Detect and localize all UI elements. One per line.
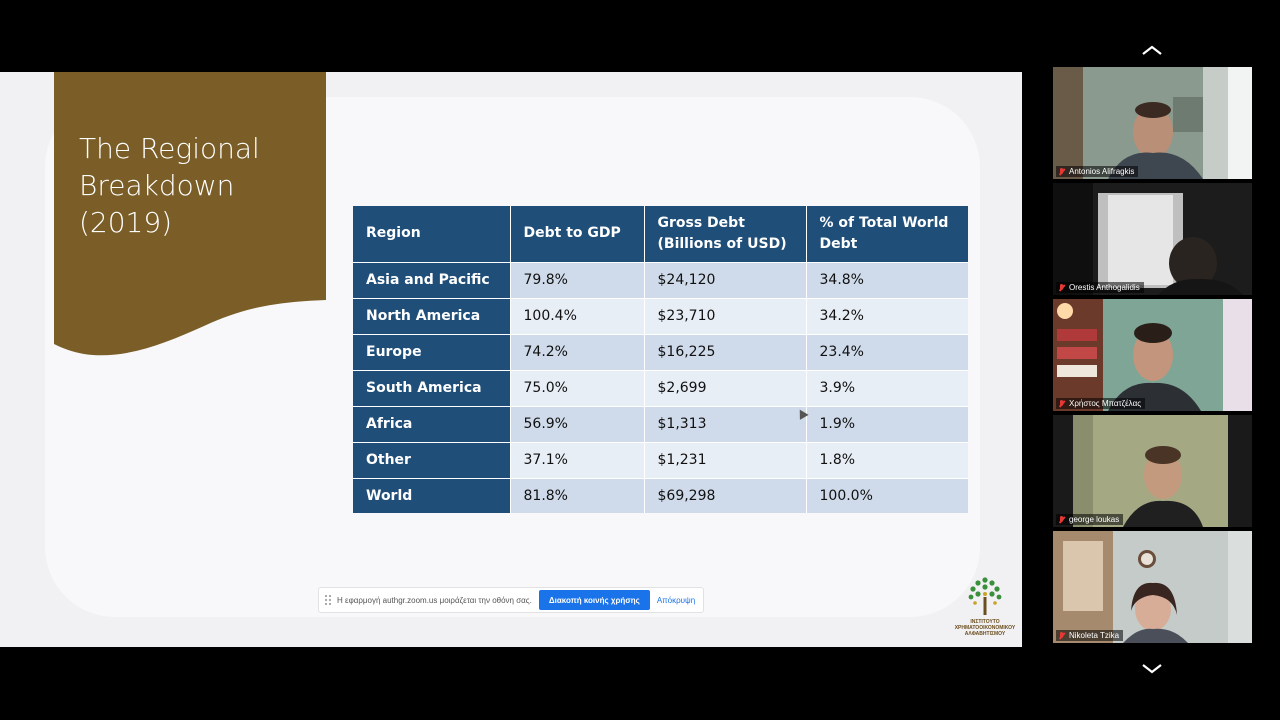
cell-region: Other: [353, 441, 511, 478]
cell-gross-debt: $24,120: [644, 261, 807, 298]
participant-name-tag: Antonios Alifragkis: [1056, 166, 1139, 177]
cell-debt-to-gdp: 74.2%: [510, 333, 645, 370]
participant-name: Orestis Anthogalidis: [1069, 283, 1140, 292]
table-row-total: World 81.8% $69,298 100.0%: [353, 477, 968, 513]
cell-debt-to-gdp: 100.4%: [510, 297, 645, 334]
share-message: Η εφαρμογή authgr.zoom.us μοιράζεται την…: [337, 595, 532, 605]
video-feed: [1053, 299, 1252, 411]
cell-region: North America: [353, 297, 511, 334]
chevron-up-icon[interactable]: [1140, 43, 1164, 57]
cell-gross-debt: $16,225: [644, 333, 807, 370]
video-feed: [1053, 67, 1252, 179]
mic-muted-icon: [1058, 399, 1065, 408]
participant-video-tile[interactable]: george loukas: [1053, 415, 1252, 527]
participant-video-tile[interactable]: Antonios Alifragkis: [1053, 67, 1252, 179]
slide-title: The Regional Breakdown (2019): [79, 132, 260, 239]
table-row: Other 37.1% $1,231 1.8%: [353, 441, 968, 478]
header-pct-world: % of Total World Debt: [806, 206, 968, 262]
participant-name-tag: george loukas: [1056, 514, 1124, 525]
header-region: Region: [353, 206, 511, 262]
participant-video-tile[interactable]: Orestis Anthogalidis: [1053, 183, 1252, 295]
cell-region: World: [353, 477, 511, 513]
stop-sharing-button[interactable]: Διακοπή κοινής χρήσης: [538, 590, 650, 610]
cell-debt-to-gdp: 81.8%: [510, 477, 645, 513]
cell-gross-debt: $1,231: [644, 441, 807, 478]
screen-share-notification-bar: Η εφαρμογή authgr.zoom.us μοιράζεται την…: [318, 587, 704, 613]
cell-debt-to-gdp: 37.1%: [510, 441, 645, 478]
participant-video-tile[interactable]: Nikoleta Tzika: [1053, 531, 1252, 643]
participant-name: george loukas: [1069, 515, 1120, 524]
cell-region: Europe: [353, 333, 511, 370]
video-feed: [1053, 531, 1252, 643]
drag-grip-icon[interactable]: [325, 595, 331, 605]
institute-logo: ΙΝΣΤΙΤΟΥΤΟ ΧΡΗΜΑΤΟΟΙΚΟΝΟΜΙΚΟΥ ΑΛΦΑΒΗΤΙΣΜ…: [953, 575, 1017, 643]
table-row: Africa 56.9% $1,313 1.9%: [353, 405, 968, 442]
cell-debt-to-gdp: 75.0%: [510, 369, 645, 406]
cell-gross-debt: $2,699: [644, 369, 807, 406]
header-debt-to-gdp: Debt to GDP: [510, 206, 645, 262]
video-feed: [1053, 183, 1252, 295]
cell-region: Africa: [353, 405, 511, 442]
cell-pct-world: 1.9%: [806, 405, 968, 442]
cell-pct-world: 3.9%: [806, 369, 968, 406]
cell-pct-world: 34.2%: [806, 297, 968, 334]
regional-debt-table: Region Debt to GDP Gross Debt (Billions …: [353, 206, 968, 513]
participant-video-tile[interactable]: Χρήστος Μπατζέλας: [1053, 299, 1252, 411]
table-row: North America 100.4% $23,710 34.2%: [353, 297, 968, 334]
cell-pct-world: 23.4%: [806, 333, 968, 370]
cell-pct-world: 34.8%: [806, 261, 968, 298]
hide-link[interactable]: Απόκρυψη: [656, 595, 696, 605]
tree-logo-icon: [968, 577, 1002, 615]
cell-debt-to-gdp: 56.9%: [510, 405, 645, 442]
participant-name-tag: Χρήστος Μπατζέλας: [1056, 398, 1146, 409]
participant-name: Antonios Alifragkis: [1069, 167, 1135, 176]
participant-name: Χρήστος Μπατζέλας: [1069, 399, 1142, 408]
cell-debt-to-gdp: 79.8%: [510, 261, 645, 298]
cell-gross-debt: $69,298: [644, 477, 807, 513]
shared-screen: The Regional Breakdown (2019) Region Deb…: [0, 72, 1022, 647]
cell-gross-debt: $23,710: [644, 297, 807, 334]
mic-muted-icon: [1058, 283, 1065, 292]
chevron-down-icon[interactable]: [1140, 662, 1164, 676]
mic-muted-icon: [1058, 515, 1065, 524]
header-gross-debt: Gross Debt (Billions of USD): [644, 206, 807, 262]
cell-pct-world: 1.8%: [806, 441, 968, 478]
table-row: Asia and Pacific 79.8% $24,120 34.8%: [353, 261, 968, 298]
video-feed: [1053, 415, 1252, 527]
cell-gross-debt: $1,313: [644, 405, 807, 442]
cell-region: Asia and Pacific: [353, 261, 511, 298]
table-row: South America 75.0% $2,699 3.9%: [353, 369, 968, 406]
mic-muted-icon: [1058, 631, 1065, 640]
table-row: Europe 74.2% $16,225 23.4%: [353, 333, 968, 370]
cell-region: South America: [353, 369, 511, 406]
participant-name: Nikoleta Tzika: [1069, 631, 1120, 640]
logo-text: ΙΝΣΤΙΤΟΥΤΟ ΧΡΗΜΑΤΟΟΙΚΟΝΟΜΙΚΟΥ ΑΛΦΑΒΗΤΙΣΜ…: [954, 619, 1016, 637]
title-banner-shape: [54, 72, 326, 356]
participant-name-tag: Nikoleta Tzika: [1056, 630, 1124, 641]
mic-muted-icon: [1058, 167, 1065, 176]
participant-name-tag: Orestis Anthogalidis: [1056, 282, 1144, 293]
table-header-row: Region Debt to GDP Gross Debt (Billions …: [353, 206, 968, 262]
cell-pct-world: 100.0%: [806, 477, 968, 513]
